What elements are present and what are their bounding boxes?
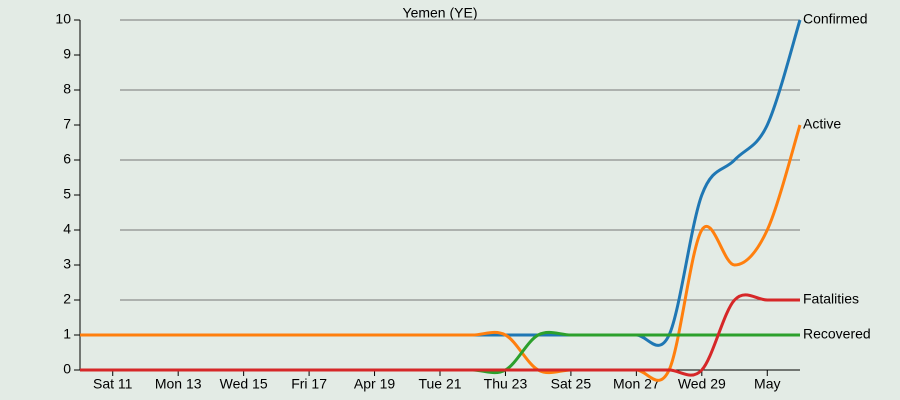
y-tick-label: 2 [63, 291, 71, 307]
x-tick-label: Mon 13 [155, 376, 202, 392]
y-tick-label: 8 [63, 81, 71, 97]
series-label: Confirmed [803, 11, 868, 27]
y-tick-label: 0 [63, 361, 71, 377]
series-label: Active [803, 116, 841, 132]
y-tick-label: 9 [63, 46, 71, 62]
x-tick-label: Fri 17 [291, 376, 327, 392]
chart-title: Yemen (YE) [403, 5, 478, 21]
x-tick-label: Wed 29 [678, 376, 726, 392]
y-tick-label: 4 [63, 221, 71, 237]
series-line [80, 124, 802, 382]
x-tick-label: May [754, 376, 780, 392]
y-tick-label: 6 [63, 151, 71, 167]
series-label: Fatalities [803, 291, 859, 307]
series-line [80, 19, 802, 347]
x-tick-label: Sat 11 [93, 376, 133, 392]
series-line [79, 293, 800, 377]
x-tick-label: Mon 27 [613, 376, 660, 392]
y-tick-label: 3 [63, 256, 71, 272]
y-tick-label: 5 [63, 186, 71, 202]
y-tick-label: 10 [55, 11, 71, 27]
y-tick-label: 1 [63, 326, 71, 342]
x-tick-label: Tue 21 [418, 376, 461, 392]
series-line [79, 330, 800, 375]
x-tick-label: Wed 15 [220, 376, 268, 392]
x-tick-label: Apr 19 [354, 376, 395, 392]
series-label: Recovered [803, 326, 871, 342]
x-tick-label: Sat 25 [551, 376, 592, 392]
x-tick-label: Thu 23 [484, 376, 528, 392]
y-tick-label: 7 [63, 116, 71, 132]
